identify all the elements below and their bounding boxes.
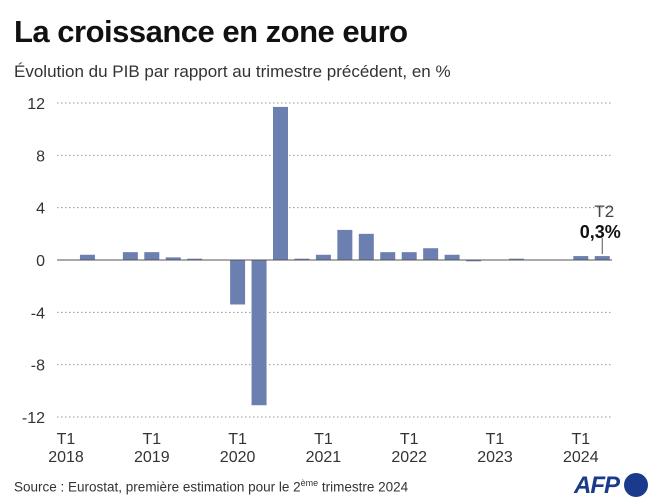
annotation-quarter: T2 — [594, 202, 614, 221]
bar — [315, 254, 331, 260]
x-tick-quarter: T1 — [57, 431, 76, 448]
x-tick-quarter: T1 — [142, 431, 161, 448]
bar — [358, 233, 374, 260]
bar — [230, 260, 246, 305]
bar — [508, 258, 524, 260]
bar — [423, 248, 439, 260]
bar-chart: 12840-4-8-12T12018T12019T12020T12021T120… — [22, 96, 621, 466]
bar — [466, 260, 482, 262]
x-tick-year: 2023 — [477, 449, 513, 466]
bar — [187, 258, 203, 260]
y-tick-label: -4 — [31, 305, 45, 322]
bar — [444, 254, 460, 260]
bar — [144, 252, 160, 260]
x-tick-year: 2022 — [391, 449, 427, 466]
y-tick-label: -8 — [31, 358, 45, 375]
bar — [294, 258, 310, 260]
afp-logo: AFP — [574, 472, 620, 499]
source-note: Source : Eurostat, première estimation p… — [14, 478, 408, 495]
afp-logo-ball — [624, 473, 648, 497]
bar — [594, 256, 610, 260]
bar — [573, 256, 589, 260]
chart-subtitle: Évolution du PIB par rapport au trimestr… — [14, 62, 451, 81]
bar — [337, 229, 353, 260]
y-tick-label: -12 — [22, 410, 45, 427]
source-text-end: trimestre 2024 — [318, 479, 409, 495]
y-tick-label: 4 — [36, 201, 45, 218]
source-text: Source : Eurostat, première estimation p… — [14, 479, 301, 495]
bar — [380, 252, 396, 260]
bar — [122, 252, 138, 260]
x-tick-year: 2024 — [563, 449, 599, 466]
annotation-value: 0,3% — [580, 222, 621, 242]
y-tick-label: 0 — [36, 253, 45, 270]
x-tick-year: 2019 — [134, 449, 170, 466]
x-tick-year: 2020 — [220, 449, 256, 466]
chart-title: La croissance en zone euro — [14, 14, 408, 49]
bar — [401, 252, 417, 260]
x-tick-quarter: T1 — [228, 431, 247, 448]
source-sup: ème — [300, 478, 319, 488]
x-tick-quarter: T1 — [400, 431, 419, 448]
x-tick-quarter: T1 — [314, 431, 333, 448]
x-tick-year: 2021 — [306, 449, 342, 466]
y-tick-label: 12 — [27, 96, 45, 113]
x-tick-year: 2018 — [48, 449, 84, 466]
bar — [79, 254, 95, 260]
bar — [273, 106, 288, 260]
bar — [165, 257, 181, 260]
y-tick-label: 8 — [36, 148, 45, 165]
x-tick-quarter: T1 — [486, 431, 505, 448]
bar — [251, 260, 267, 406]
x-tick-quarter: T1 — [571, 431, 590, 448]
